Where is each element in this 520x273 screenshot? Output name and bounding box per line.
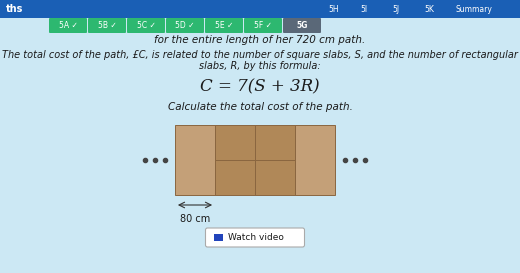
Bar [215, 125, 255, 160]
Text: The total cost of the path, £C, is related to the number of square slabs, S, and: The total cost of the path, £C, is relat… [2, 50, 518, 60]
Text: 5G: 5G [296, 22, 308, 31]
Bar [0, 0, 520, 18]
Text: 5B ✓: 5B ✓ [98, 22, 116, 31]
Text: C = 7(S + 3R): C = 7(S + 3R) [200, 79, 320, 96]
Text: slabs, R, by this formula:: slabs, R, by this formula: [199, 61, 321, 71]
Bar [214, 234, 223, 241]
Bar [255, 125, 295, 160]
Text: ths: ths [6, 4, 23, 14]
Text: Summary: Summary [456, 4, 493, 13]
Text: Calculate the total cost of the path.: Calculate the total cost of the path. [167, 102, 353, 112]
FancyBboxPatch shape [205, 228, 305, 247]
FancyBboxPatch shape [244, 18, 282, 33]
FancyBboxPatch shape [88, 18, 126, 33]
Bar [175, 125, 215, 195]
Text: 5C ✓: 5C ✓ [137, 22, 155, 31]
FancyBboxPatch shape [166, 18, 204, 33]
FancyBboxPatch shape [127, 18, 165, 33]
FancyBboxPatch shape [49, 18, 87, 33]
Text: 5A ✓: 5A ✓ [59, 22, 77, 31]
Text: for the entire length of her 720 cm path.: for the entire length of her 720 cm path… [154, 35, 366, 45]
Bar [0, 18, 520, 34]
Text: 5F ✓: 5F ✓ [254, 22, 272, 31]
FancyBboxPatch shape [283, 18, 321, 33]
Bar [255, 160, 295, 195]
Text: Watch video: Watch video [228, 233, 283, 242]
Text: 80 cm: 80 cm [180, 214, 210, 224]
Text: 5E ✓: 5E ✓ [215, 22, 233, 31]
FancyBboxPatch shape [205, 18, 243, 33]
Text: 5K: 5K [424, 4, 434, 13]
Text: 5H: 5H [328, 4, 339, 13]
Text: 5J: 5J [392, 4, 399, 13]
Text: 5D ✓: 5D ✓ [175, 22, 195, 31]
Text: 5I: 5I [360, 4, 367, 13]
Bar [215, 160, 255, 195]
Bar [295, 125, 335, 195]
